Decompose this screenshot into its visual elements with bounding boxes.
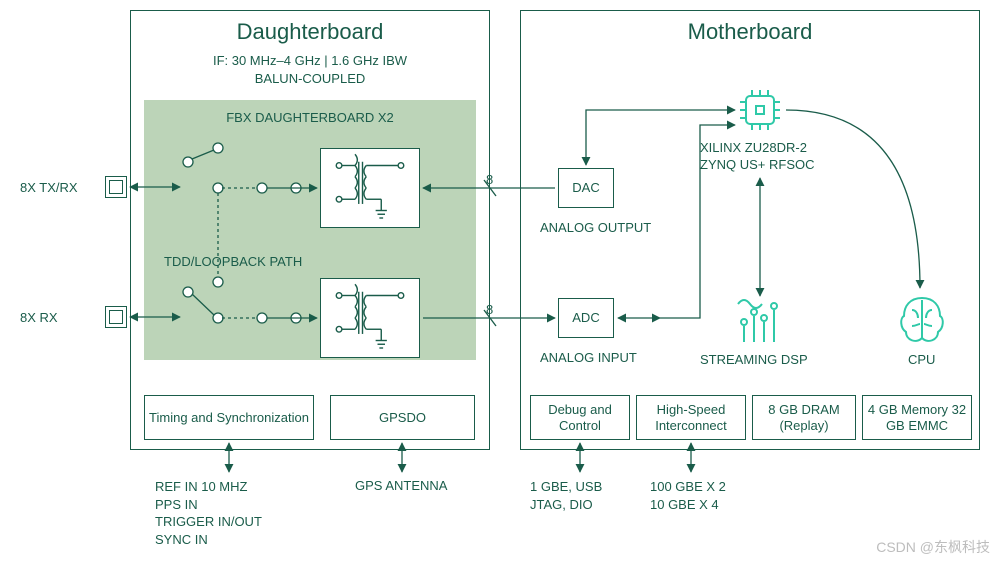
rx-label: 8X RX: [20, 310, 58, 325]
dac-bus-label: 8: [486, 172, 493, 187]
cpu-label: CPU: [908, 352, 935, 367]
balun-icon: [325, 150, 415, 226]
gps-antenna-label: GPS ANTENNA: [355, 478, 447, 493]
streaming-label: STREAMING DSP: [700, 352, 808, 367]
debug-box: Debug and Control: [530, 395, 630, 440]
daughterboard-title: Daughterboard: [131, 19, 489, 45]
xilinx-label: XILINX ZU28DR-2 ZYNQ US+ RFSOC: [700, 140, 815, 174]
hs-io-label: 100 GBE X 2 10 GBE X 4: [650, 478, 726, 513]
fbx-label: FBX DAUGHTERBOARD X2: [144, 110, 476, 125]
timing-box: Timing and Synchronization: [144, 395, 314, 440]
balun-icon: [325, 280, 415, 356]
adc-bus-label: 8: [486, 302, 493, 317]
hs-box: High-Speed Interconnect: [636, 395, 746, 440]
balun-lower-box: [320, 278, 420, 358]
mem-box: 4 GB Memory 32 GB EMMC: [862, 395, 972, 440]
adc-box: ADC: [558, 298, 614, 338]
analog-input-label: ANALOG INPUT: [540, 350, 637, 365]
txrx-port: [105, 176, 127, 198]
watermark: CSDN @东枫科技: [876, 537, 990, 557]
timing-io-label: REF IN 10 MHZ PPS IN TRIGGER IN/OUT SYNC…: [155, 478, 262, 548]
analog-output-label: ANALOG OUTPUT: [540, 220, 651, 235]
tdd-label: TDD/LOOPBACK PATH: [164, 254, 344, 269]
gpsdo-box: GPSDO: [330, 395, 475, 440]
balun-line: BALUN-COUPLED: [131, 71, 489, 86]
debug-io-label: 1 GBE, USB JTAG, DIO: [530, 478, 602, 513]
rx-port: [105, 306, 127, 328]
fbx-area: [144, 100, 476, 360]
motherboard-title: Motherboard: [521, 19, 979, 45]
if-line: IF: 30 MHz–4 GHz | 1.6 GHz IBW: [131, 53, 489, 68]
dram-box: 8 GB DRAM (Replay): [752, 395, 856, 440]
dac-box: DAC: [558, 168, 614, 208]
balun-upper-box: [320, 148, 420, 228]
txrx-label: 8X TX/RX: [20, 180, 78, 195]
